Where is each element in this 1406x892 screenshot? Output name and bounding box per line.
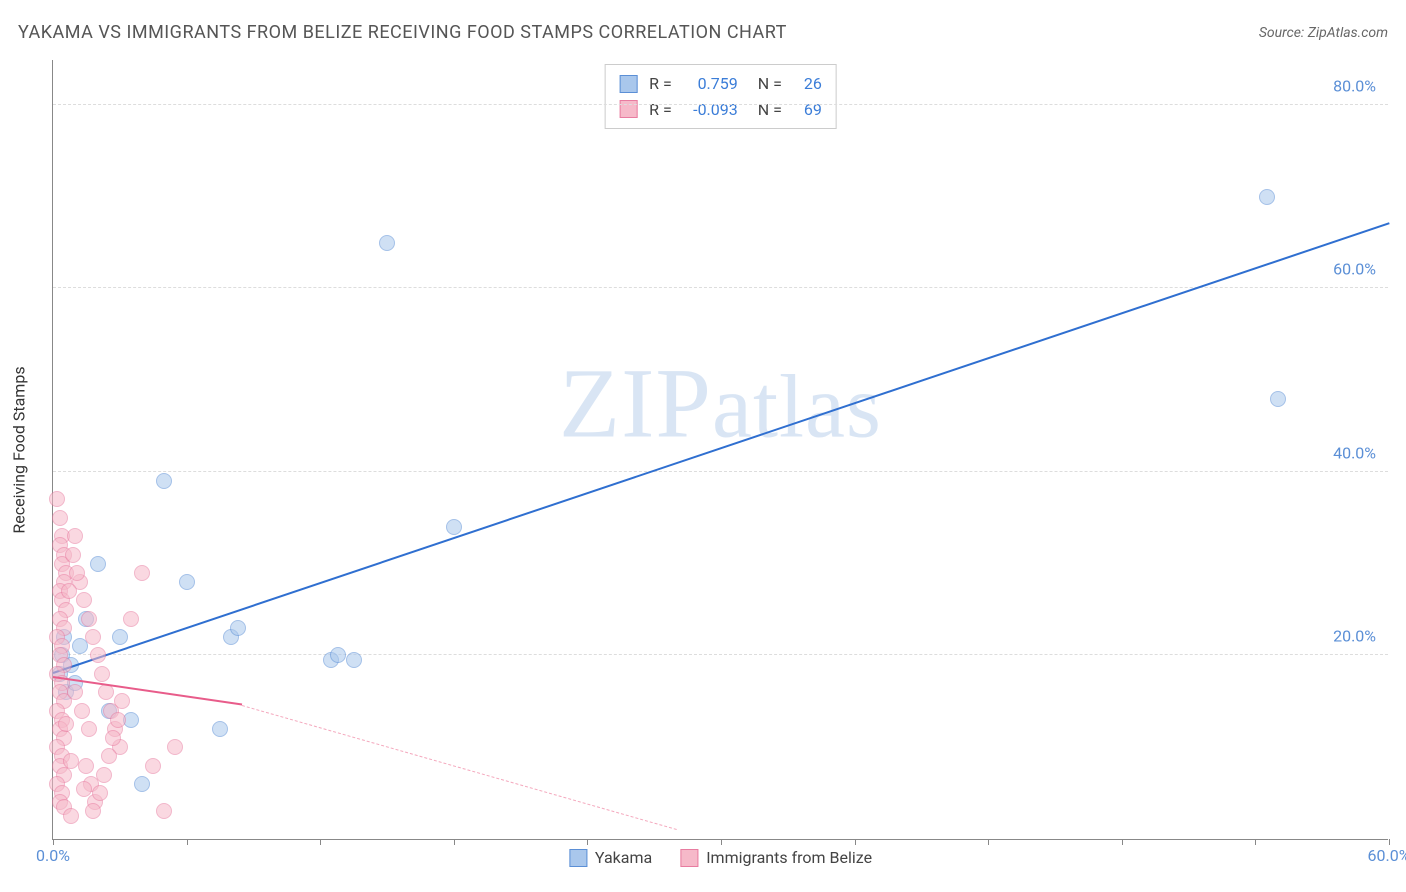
legend-series-label: Immigrants from Belize (706, 848, 872, 867)
gridline-h (53, 104, 1388, 105)
scatter-point (156, 803, 172, 819)
y-tick-label: 80.0% (1333, 76, 1376, 95)
scatter-point (74, 703, 90, 719)
scatter-point (112, 629, 128, 645)
scatter-point (379, 235, 395, 251)
y-axis-label: Receiving Food Stamps (10, 366, 29, 533)
scatter-point (123, 611, 139, 627)
scatter-point (94, 666, 110, 682)
y-tick-label: 20.0% (1333, 627, 1376, 646)
scatter-point (63, 808, 79, 824)
scatter-point (85, 629, 101, 645)
legend-swatch (569, 849, 587, 867)
scatter-point (49, 491, 65, 507)
scatter-point (101, 748, 117, 764)
scatter-point (69, 565, 85, 581)
legend-swatch (619, 75, 637, 93)
chart-source: Source: ZipAtlas.com (1259, 25, 1388, 41)
gridline-h (53, 654, 1388, 655)
x-tick-mark (454, 839, 455, 845)
legend-series-item: Yakama (569, 848, 652, 867)
legend-r-label: R = (649, 71, 672, 97)
legend-n-value: 26 (794, 71, 822, 97)
x-tick-mark (587, 839, 588, 845)
legend-r-value: -0.093 (684, 97, 738, 123)
x-tick-mark (1122, 839, 1123, 845)
scatter-point (81, 721, 97, 737)
legend-r-value: 0.759 (684, 71, 738, 97)
scatter-point (96, 767, 112, 783)
legend-series-label: Yakama (595, 848, 652, 867)
legend-swatch (680, 849, 698, 867)
scatter-point (1259, 189, 1275, 205)
x-tick-mark (187, 839, 188, 845)
x-tick-mark (320, 839, 321, 845)
series-legend: Yakama Immigrants from Belize (569, 848, 872, 867)
scatter-point (61, 583, 77, 599)
y-tick-label: 40.0% (1333, 443, 1376, 462)
scatter-point (110, 712, 126, 728)
scatter-point (52, 510, 68, 526)
legend-stat-row: R = -0.093 N = 69 (619, 97, 822, 123)
scatter-point (346, 652, 362, 668)
scatter-point (90, 556, 106, 572)
scatter-point (230, 620, 246, 636)
x-tick-mark (721, 839, 722, 845)
scatter-point (92, 785, 108, 801)
scatter-point (85, 803, 101, 819)
scatter-point (78, 758, 94, 774)
x-tick-mark (988, 839, 989, 845)
legend-n-label: N = (750, 71, 782, 97)
x-tick-mark (855, 839, 856, 845)
watermark: ZIPatlas (559, 345, 882, 460)
scatter-point (76, 592, 92, 608)
trend-line (242, 705, 676, 830)
gridline-h (53, 471, 1388, 472)
x-tick-mark (53, 839, 54, 845)
x-tick-label: 0.0% (36, 846, 70, 865)
gridline-h (53, 287, 1388, 288)
x-tick-mark (1255, 839, 1256, 845)
trend-line (53, 222, 1390, 674)
scatter-point (58, 716, 74, 732)
scatter-point (330, 647, 346, 663)
scatter-point (167, 739, 183, 755)
legend-series-item: Immigrants from Belize (680, 848, 872, 867)
scatter-point (1270, 391, 1286, 407)
x-tick-mark (1389, 839, 1390, 845)
chart-title: YAKAMA VS IMMIGRANTS FROM BELIZE RECEIVI… (18, 22, 787, 43)
x-tick-label: 60.0% (1368, 846, 1406, 865)
correlation-legend: R = 0.759 N = 26 R = -0.093 N = 69 (604, 64, 837, 129)
scatter-point (145, 758, 161, 774)
legend-stat-row: R = 0.759 N = 26 (619, 71, 822, 97)
legend-n-value: 69 (794, 97, 822, 123)
scatter-point (90, 647, 106, 663)
legend-n-label: N = (750, 97, 782, 123)
scatter-point (114, 693, 130, 709)
scatter-point (76, 781, 92, 797)
scatter-point (63, 753, 79, 769)
scatter-point (179, 574, 195, 590)
scatter-point (67, 684, 83, 700)
scatter-point (134, 776, 150, 792)
scatter-point (134, 565, 150, 581)
plot-area: ZIPatlas Receiving Food Stamps R =0.759 … (52, 60, 1388, 840)
scatter-point (212, 721, 228, 737)
scatter-point (65, 547, 81, 563)
scatter-point (67, 528, 83, 544)
legend-r-label: R = (649, 97, 672, 123)
y-tick-label: 60.0% (1333, 260, 1376, 279)
scatter-point (156, 473, 172, 489)
scatter-point (446, 519, 462, 535)
scatter-point (81, 611, 97, 627)
chart-header: YAKAMA VS IMMIGRANTS FROM BELIZE RECEIVI… (18, 22, 1388, 43)
scatter-point (105, 730, 121, 746)
